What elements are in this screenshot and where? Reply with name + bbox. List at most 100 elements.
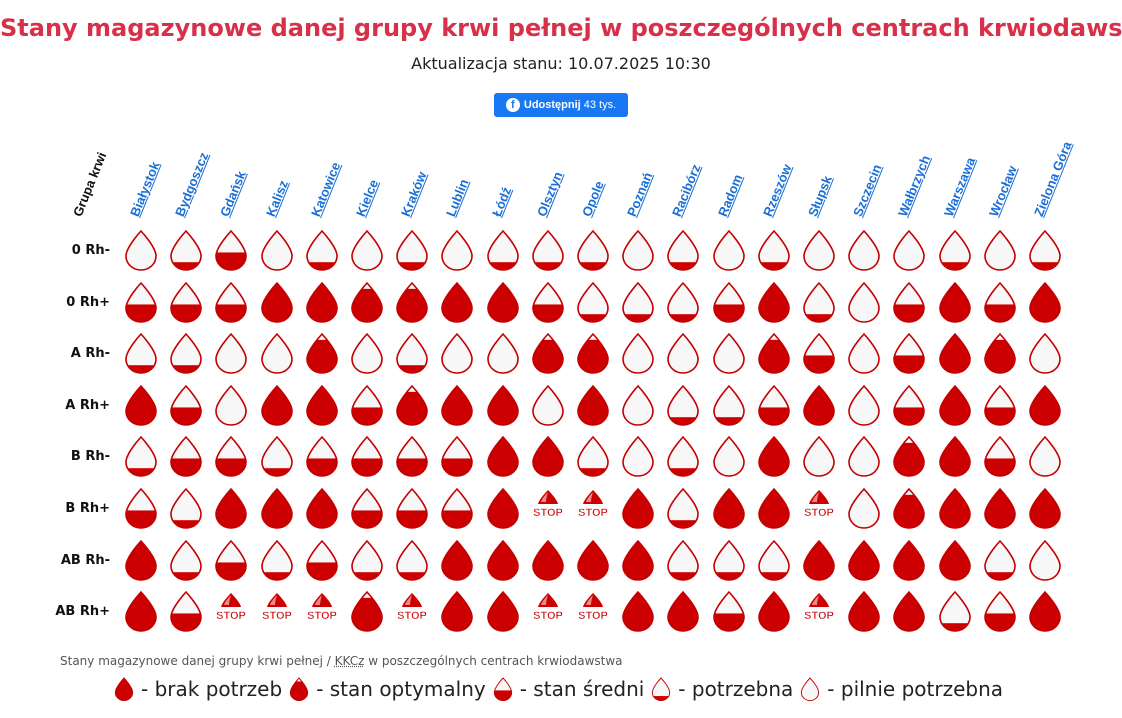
blood-drop-icon: [212, 228, 250, 272]
legend-label: - potrzebna: [678, 677, 794, 701]
blood-drop-icon: [890, 486, 928, 530]
blood-drop-icon: [167, 383, 205, 427]
blood-drop-icon: [484, 228, 522, 272]
city-header[interactable]: Warszawa: [940, 155, 978, 219]
blood-drop-icon: [258, 280, 296, 324]
blood-drop-icon: [258, 383, 296, 427]
blood-drop-icon: [348, 434, 386, 478]
city-header[interactable]: Poznań: [624, 170, 656, 219]
blood-drop-icon: [1026, 486, 1064, 530]
city-header[interactable]: Wałbrzych: [895, 153, 934, 219]
blood-drop-icon: [755, 434, 793, 478]
legend-label: - stan optymalny: [316, 677, 486, 701]
blood-drop-icon: [393, 434, 431, 478]
blood-drop-icon: [710, 434, 748, 478]
blood-drop-icon: [845, 538, 883, 582]
blood-drop-icon: [619, 331, 657, 375]
blood-drop-icon: [981, 280, 1019, 324]
blood-drop-icon: [258, 486, 296, 530]
stop-drop-icon: STOP: [529, 486, 567, 530]
blood-drop-icon: [574, 538, 612, 582]
blood-drop-icon: [122, 538, 160, 582]
blood-drop-icon: [574, 280, 612, 324]
blood-drop-icon: [122, 589, 160, 633]
blood-drop-icon: [258, 228, 296, 272]
caption-abbr: KKCz: [334, 654, 365, 668]
blood-drop-icon: [393, 228, 431, 272]
city-header[interactable]: Katowice: [307, 160, 344, 219]
blood-group-label: 0 Rh+: [66, 294, 110, 310]
blood-drop-icon: [484, 331, 522, 375]
blood-drop-icon: [755, 280, 793, 324]
blood-drop-icon: [890, 228, 928, 272]
city-header[interactable]: Rzeszów: [759, 162, 795, 219]
blood-group-column-header: Grupa krwi: [70, 150, 110, 219]
blood-drop-icon: [529, 434, 567, 478]
share-label: Udostępnij: [523, 99, 581, 111]
blood-drop-icon: [936, 486, 974, 530]
blood-drop-icon: [122, 434, 160, 478]
blood-drop-icon: [981, 383, 1019, 427]
blood-drop-icon: [664, 228, 702, 272]
blood-drop-icon: [710, 383, 748, 427]
blood-drop-icon: [710, 228, 748, 272]
legend-drop-icon: [492, 676, 520, 702]
svg-text:STOP: STOP: [262, 610, 292, 622]
blood-drop-icon: [936, 589, 974, 633]
city-header[interactable]: Opole: [579, 178, 607, 219]
legend-item: - potrzebna: [650, 676, 793, 702]
svg-text:STOP: STOP: [578, 507, 608, 519]
blood-drop-icon: [438, 383, 476, 427]
blood-drop-icon: [936, 383, 974, 427]
city-header[interactable]: Olsztyn: [533, 169, 566, 219]
blood-drop-icon: [348, 383, 386, 427]
blood-group-label: B Rh+: [65, 501, 110, 516]
blood-drop-icon: [755, 538, 793, 582]
blood-drop-icon: [122, 486, 160, 530]
city-header[interactable]: Słupsk: [805, 173, 835, 219]
blood-drop-icon: [755, 228, 793, 272]
stop-drop-icon: STOP: [258, 589, 296, 633]
blood-drop-icon: [619, 486, 657, 530]
blood-drop-icon: [122, 331, 160, 375]
city-header[interactable]: Bydgoszcz: [172, 150, 212, 219]
blood-drop-icon: [619, 589, 657, 633]
blood-drop-icon: [529, 383, 567, 427]
blood-drop-icon: [1026, 228, 1064, 272]
blood-drop-icon: [303, 538, 341, 582]
blood-drop-icon: [438, 331, 476, 375]
city-header[interactable]: Lublin: [443, 176, 472, 219]
city-header[interactable]: Kielce: [353, 177, 382, 219]
blood-drop-icon: [167, 228, 205, 272]
blood-drop-icon: [348, 280, 386, 324]
blood-drop-icon: [1026, 280, 1064, 324]
blood-drop-icon: [800, 538, 838, 582]
blood-drop-icon: [845, 331, 883, 375]
stop-drop-icon: STOP: [212, 589, 250, 633]
city-header[interactable]: Białystok: [127, 159, 163, 219]
city-header[interactable]: Wrocław: [985, 163, 1020, 219]
city-header[interactable]: Kraków: [398, 169, 430, 219]
blood-drop-icon: [529, 538, 567, 582]
city-header[interactable]: Szczecin: [850, 162, 885, 219]
blood-drop-icon: [710, 331, 748, 375]
city-header[interactable]: Łódź: [488, 184, 514, 219]
city-header[interactable]: Racibórz: [669, 162, 704, 219]
city-header[interactable]: Radom: [714, 172, 746, 219]
city-header[interactable]: Zielona Góra: [1031, 139, 1075, 219]
share-count: 43 tys.: [583, 99, 617, 111]
update-timestamp: Aktualizacja stanu: 10.07.2025 10:30: [411, 54, 711, 73]
city-header[interactable]: Kalisz: [262, 178, 291, 219]
legend-item: - stan średni: [492, 676, 644, 702]
caption-rest: w poszczególnych centrach krwiodawstwa: [364, 654, 623, 668]
blood-drop-icon: [981, 228, 1019, 272]
city-header[interactable]: Gdańsk: [217, 168, 250, 219]
blood-drop-icon: [664, 331, 702, 375]
facebook-share-button[interactable]: f Udostępnij 43 tys.: [494, 93, 628, 117]
blood-drop-icon: [845, 434, 883, 478]
blood-drop-icon: [664, 538, 702, 582]
blood-drop-icon: [710, 589, 748, 633]
blood-drop-icon: [348, 486, 386, 530]
blood-drop-icon: [484, 383, 522, 427]
svg-text:STOP: STOP: [804, 610, 834, 622]
